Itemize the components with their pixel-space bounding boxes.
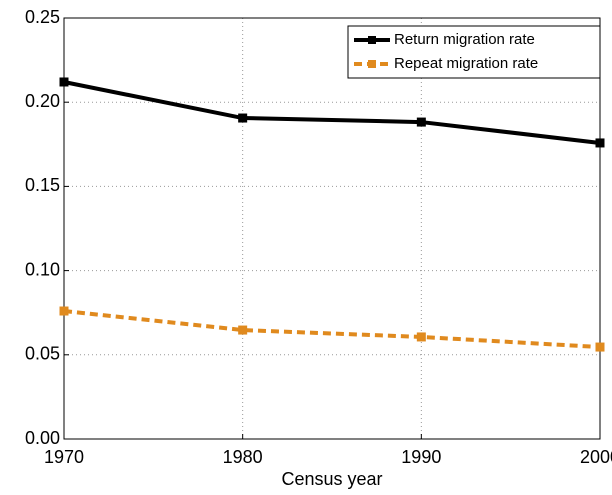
marker	[416, 117, 426, 127]
y-tick-label: 0.20	[25, 91, 60, 111]
marker	[595, 138, 605, 148]
x-tick-label: 2000	[580, 447, 612, 467]
x-tick-label: 1990	[401, 447, 441, 467]
marker	[59, 77, 69, 87]
marker	[595, 342, 605, 352]
series-line	[63, 80, 601, 145]
marker	[238, 325, 248, 335]
y-tick-label: 0.10	[25, 259, 60, 279]
marker	[59, 306, 69, 316]
legend-marker	[368, 36, 376, 44]
marker	[416, 332, 426, 342]
legend-label: Return migration rate	[394, 31, 535, 48]
series-line	[63, 309, 601, 350]
y-tick-label: 0.00	[25, 428, 60, 448]
y-tick-label: 0.25	[25, 7, 60, 27]
plot-frame	[63, 17, 601, 440]
legend: Return migration rate Repeat migration ra…	[347, 25, 601, 79]
x-tick-label: 1970	[44, 447, 84, 467]
y-tick-label: 0.05	[25, 344, 60, 364]
y-tick-label: 0.15	[25, 175, 60, 195]
x-axis-label: Census year	[281, 469, 382, 489]
marker	[238, 113, 248, 123]
x-tick-label: 1980	[223, 447, 263, 467]
legend-marker	[368, 60, 376, 68]
legend-label: Repeat migration rate	[394, 55, 538, 72]
legend-box	[347, 25, 601, 79]
